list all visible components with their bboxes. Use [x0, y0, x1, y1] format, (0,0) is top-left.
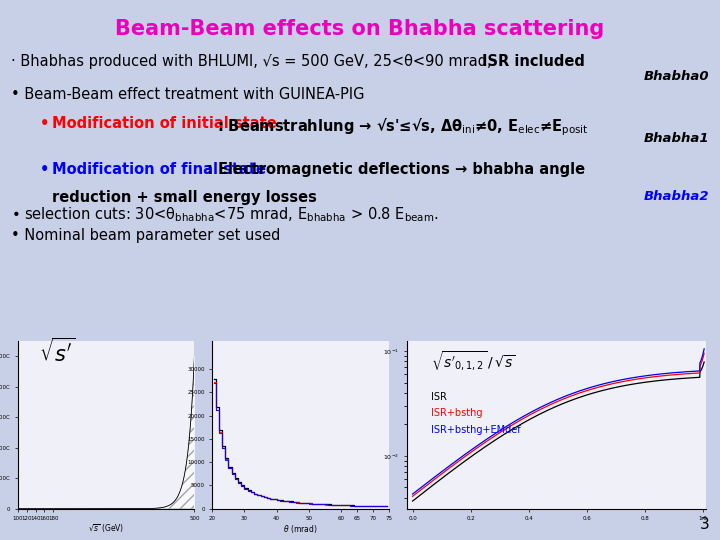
- Text: Bhabha0: Bhabha0: [644, 70, 709, 83]
- Text: ISR+bsthg: ISR+bsthg: [431, 408, 482, 418]
- Text: reduction + small energy losses: reduction + small energy losses: [52, 190, 317, 205]
- Text: •: •: [40, 116, 54, 131]
- X-axis label: $\sqrt{s}$ (GeV): $\sqrt{s}$ (GeV): [88, 523, 125, 535]
- Text: $\sqrt{s'_{0,1,2}}\,/\,\sqrt{s}$: $\sqrt{s'_{0,1,2}}\,/\,\sqrt{s}$: [431, 350, 516, 373]
- Text: ISR: ISR: [431, 392, 446, 402]
- Text: Modification of initial state: Modification of initial state: [52, 116, 276, 131]
- Text: • selection cuts: 30<θ$_{\mathrm{bhabha}}$<75 mrad, E$_{\mathrm{bhabha}}$ > 0.8 : • selection cuts: 30<θ$_{\mathrm{bhabha}…: [11, 205, 438, 224]
- Text: 3: 3: [699, 517, 709, 532]
- Text: Beam-Beam effects on Bhabha scattering: Beam-Beam effects on Bhabha scattering: [115, 19, 605, 39]
- Text: ISR included: ISR included: [482, 54, 585, 69]
- Text: • Beam-Beam effect treatment with GUINEA-PIG: • Beam-Beam effect treatment with GUINEA…: [11, 87, 364, 103]
- Text: ISR+bsthg+EMdef: ISR+bsthg+EMdef: [431, 425, 521, 435]
- X-axis label: $\theta$ (mrad): $\theta$ (mrad): [284, 523, 318, 535]
- Text: Bhabha1: Bhabha1: [644, 132, 709, 145]
- Text: •: •: [40, 162, 54, 177]
- Text: : Electromagnetic deflections → bhabha angle: : Electromagnetic deflections → bhabha a…: [207, 162, 585, 177]
- Text: · Bhabhas produced with BHLUMI, √s = 500 GeV, 25<θ<90 mrad,: · Bhabhas produced with BHLUMI, √s = 500…: [11, 54, 496, 69]
- Text: : Beamstrahlung → √s'≤√s, Δθ$_{\mathrm{ini}}$≠0, E$_{\mathrm{elec}}$≠E$_{\mathrm: : Beamstrahlung → √s'≤√s, Δθ$_{\mathrm{i…: [217, 116, 589, 138]
- Text: Bhabha2: Bhabha2: [644, 190, 709, 203]
- Text: $\sqrt{s'}$: $\sqrt{s'}$: [39, 338, 76, 366]
- Text: Modification of final state: Modification of final state: [52, 162, 266, 177]
- Text: • Nominal beam parameter set used: • Nominal beam parameter set used: [11, 228, 280, 243]
